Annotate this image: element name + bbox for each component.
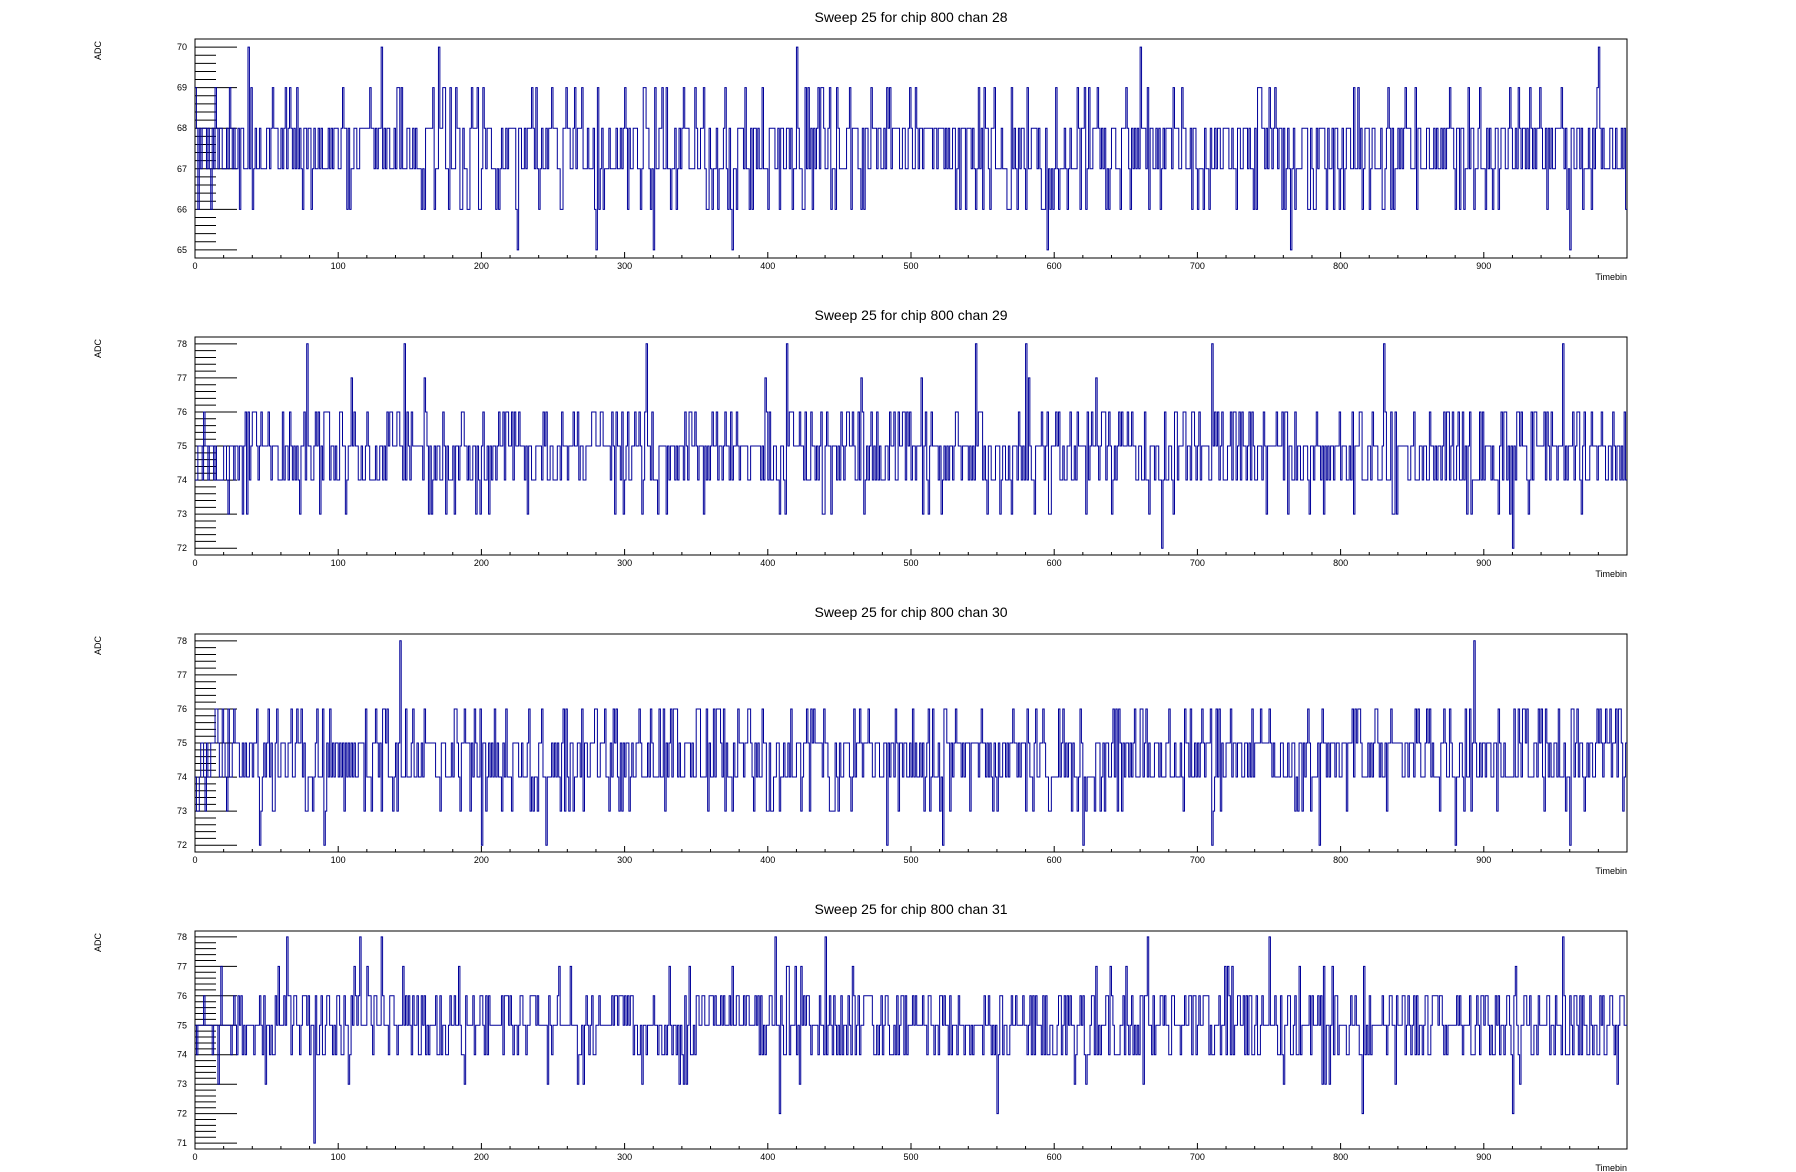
chart-title: Sweep 25 for chip 800 chan 30: [814, 604, 1007, 620]
x-tick-label: 100: [331, 1152, 346, 1162]
adc-trace-line: [195, 46, 1627, 251]
x-tick-label: 300: [617, 855, 632, 865]
y-tick-label: 67: [177, 164, 187, 174]
y-tick-label: 77: [177, 961, 187, 971]
x-tick-label: 700: [1190, 1152, 1205, 1162]
x-axis-label: Timebin: [1595, 569, 1627, 579]
y-axis-label: ADC: [93, 339, 103, 359]
x-tick-label: 800: [1333, 261, 1348, 271]
x-axis-label: Timebin: [1595, 1163, 1627, 1172]
y-tick-label: 72: [177, 543, 187, 553]
x-tick-label: 900: [1476, 1152, 1491, 1162]
y-tick-label: 76: [177, 991, 187, 1001]
x-tick-label: 400: [760, 558, 775, 568]
y-tick-label: 74: [177, 1050, 187, 1060]
y-tick-label: 70: [177, 42, 187, 52]
y-tick-label: 78: [177, 932, 187, 942]
adc-trace-line: [195, 343, 1627, 549]
x-tick-label: 0: [192, 855, 197, 865]
x-tick-label: 300: [617, 261, 632, 271]
x-tick-label: 600: [1047, 261, 1062, 271]
x-tick-label: 500: [903, 1152, 918, 1162]
y-tick-label: 77: [177, 373, 187, 383]
x-tick-label: 600: [1047, 855, 1062, 865]
y-tick-label: 71: [177, 1138, 187, 1148]
x-tick-label: 900: [1476, 855, 1491, 865]
x-tick-label: 0: [192, 558, 197, 568]
x-tick-label: 500: [903, 261, 918, 271]
y-tick-label: 73: [177, 806, 187, 816]
y-axis-label: ADC: [93, 636, 103, 656]
plot-panel: Sweep 25 for chip 800 chan 28 ADC Timebin 6…: [93, 9, 1628, 282]
y-tick-label: 74: [177, 772, 187, 782]
x-tick-label: 200: [474, 558, 489, 568]
x-tick-label: 300: [617, 1152, 632, 1162]
y-tick-label: 73: [177, 509, 187, 519]
x-tick-label: 200: [474, 261, 489, 271]
y-tick-label: 75: [177, 738, 187, 748]
plot-panel: Sweep 25 for chip 800 chan 31 ADC Timebin 7…: [93, 901, 1628, 1172]
x-tick-label: 0: [192, 1152, 197, 1162]
y-tick-label: 78: [177, 339, 187, 349]
x-tick-label: 100: [331, 558, 346, 568]
y-tick-label: 65: [177, 245, 187, 255]
chart-title: Sweep 25 for chip 800 chan 29: [814, 307, 1007, 323]
y-tick-label: 73: [177, 1079, 187, 1089]
x-tick-label: 700: [1190, 261, 1205, 271]
y-axis-label: ADC: [93, 933, 103, 953]
adc-trace-line: [195, 640, 1627, 846]
plot-panel: Sweep 25 for chip 800 chan 29 ADC Timebin 7…: [93, 307, 1628, 579]
x-tick-label: 700: [1190, 558, 1205, 568]
y-tick-label: 72: [177, 1109, 187, 1119]
y-tick-label: 74: [177, 475, 187, 485]
y-tick-label: 66: [177, 204, 187, 214]
x-tick-label: 100: [331, 855, 346, 865]
x-tick-label: 200: [474, 1152, 489, 1162]
x-tick-label: 400: [760, 261, 775, 271]
y-axis-label: ADC: [93, 41, 103, 61]
x-tick-label: 0: [192, 261, 197, 271]
y-tick-label: 76: [177, 407, 187, 417]
x-tick-label: 400: [760, 1152, 775, 1162]
x-axis-label: Timebin: [1595, 272, 1627, 282]
y-tick-label: 72: [177, 840, 187, 850]
y-tick-label: 75: [177, 1020, 187, 1030]
y-tick-label: 68: [177, 123, 187, 133]
adc-trace-line: [195, 936, 1627, 1144]
x-tick-label: 800: [1333, 855, 1348, 865]
chart-title: Sweep 25 for chip 800 chan 31: [814, 901, 1007, 917]
x-tick-label: 700: [1190, 855, 1205, 865]
y-tick-label: 69: [177, 83, 187, 93]
x-tick-label: 600: [1047, 1152, 1062, 1162]
plot-panel: Sweep 25 for chip 800 chan 30 ADC Timebin 7…: [93, 604, 1628, 876]
chart-title: Sweep 25 for chip 800 chan 28: [814, 9, 1007, 25]
x-tick-label: 900: [1476, 558, 1491, 568]
x-axis-label: Timebin: [1595, 866, 1627, 876]
x-tick-label: 500: [903, 855, 918, 865]
x-tick-label: 500: [903, 558, 918, 568]
y-tick-label: 75: [177, 441, 187, 451]
x-tick-label: 300: [617, 558, 632, 568]
x-tick-label: 900: [1476, 261, 1491, 271]
x-tick-label: 400: [760, 855, 775, 865]
x-tick-label: 800: [1333, 1152, 1348, 1162]
x-tick-label: 800: [1333, 558, 1348, 568]
x-tick-label: 600: [1047, 558, 1062, 568]
y-tick-label: 77: [177, 670, 187, 680]
x-tick-label: 200: [474, 855, 489, 865]
y-tick-label: 76: [177, 704, 187, 714]
x-tick-label: 100: [331, 261, 346, 271]
y-tick-label: 78: [177, 636, 187, 646]
